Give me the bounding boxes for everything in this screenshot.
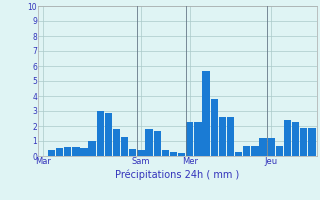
Bar (113, 129, 120, 156)
Bar (162, 150, 169, 156)
Bar (268, 138, 275, 156)
Bar (48, 150, 55, 156)
Bar (211, 99, 218, 156)
Bar (276, 146, 283, 156)
Bar (137, 150, 145, 156)
Bar (88, 141, 96, 156)
Bar (219, 117, 226, 156)
Bar (146, 129, 153, 156)
Bar (56, 148, 63, 156)
Bar (129, 148, 137, 156)
Bar (72, 147, 79, 156)
Bar (186, 121, 194, 156)
Bar (243, 146, 251, 156)
Bar (203, 71, 210, 156)
Bar (260, 138, 267, 156)
Bar (308, 128, 316, 156)
Bar (178, 153, 185, 156)
Bar (170, 152, 177, 156)
Bar (64, 147, 71, 156)
Bar (284, 120, 291, 156)
Bar (97, 111, 104, 156)
Bar (235, 152, 242, 156)
Bar (227, 117, 234, 156)
Bar (300, 128, 308, 156)
Bar (251, 146, 259, 156)
Bar (154, 130, 161, 156)
Bar (80, 148, 88, 156)
Bar (121, 137, 128, 156)
Bar (105, 112, 112, 156)
Bar (194, 121, 202, 156)
Bar (292, 121, 299, 156)
X-axis label: Précipitations 24h ( mm ): Précipitations 24h ( mm ) (116, 169, 240, 180)
